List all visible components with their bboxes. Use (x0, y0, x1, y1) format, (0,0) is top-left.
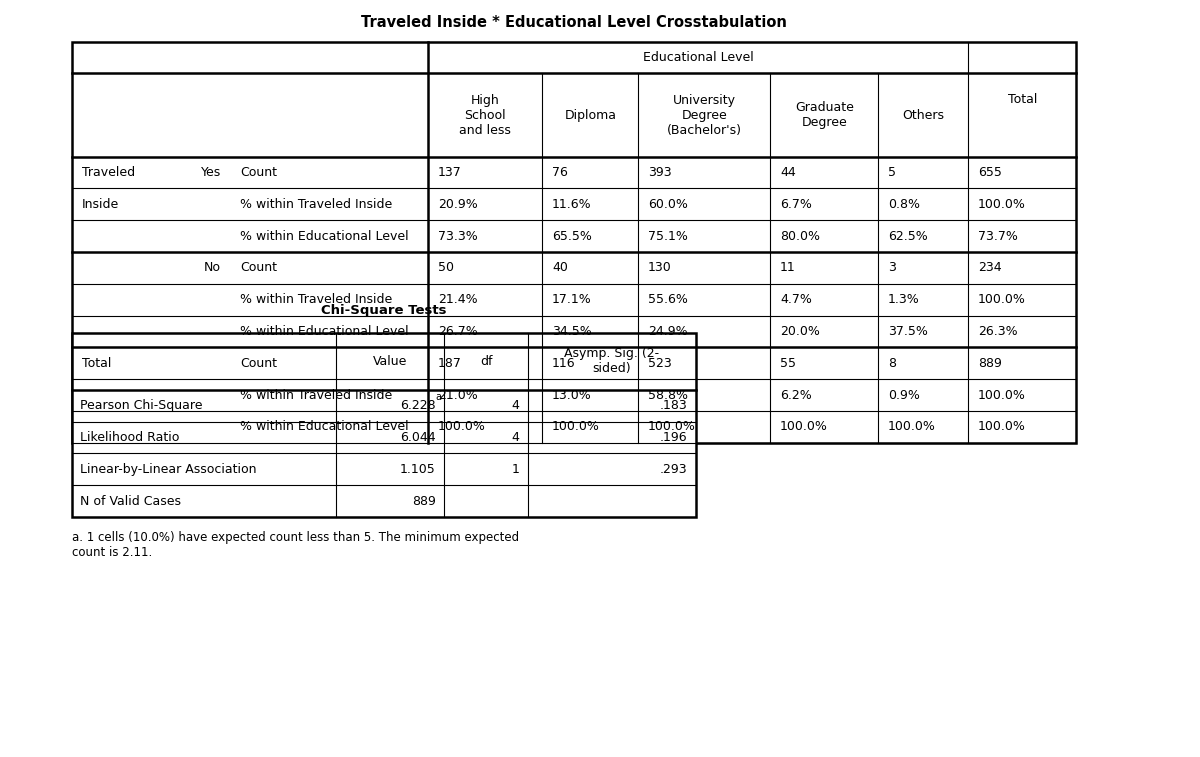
Text: 100.0%: 100.0% (978, 198, 1026, 211)
Text: 8: 8 (888, 357, 896, 370)
Text: 13.0%: 13.0% (552, 388, 592, 402)
Text: 21.4%: 21.4% (438, 293, 478, 307)
Text: 4.7%: 4.7% (780, 293, 812, 307)
Text: Graduate
Degree: Graduate Degree (794, 101, 854, 129)
Text: % within Educational Level: % within Educational Level (240, 325, 409, 338)
Text: a: a (436, 391, 442, 402)
Text: Pearson Chi-Square: Pearson Chi-Square (80, 399, 203, 413)
Text: N of Valid Cases: N of Valid Cases (80, 494, 181, 508)
Bar (72, 333, 696, 517)
Text: 6.228: 6.228 (400, 399, 436, 413)
Text: % within Traveled Inside: % within Traveled Inside (240, 293, 392, 307)
Text: Asymp. Sig. (2-
sided): Asymp. Sig. (2- sided) (564, 347, 660, 375)
Text: 60.0%: 60.0% (648, 198, 688, 211)
Text: 76: 76 (552, 166, 568, 179)
Text: 137: 137 (438, 166, 462, 179)
Text: 100.0%: 100.0% (552, 420, 600, 434)
Text: df: df (480, 355, 492, 368)
Text: 55.6%: 55.6% (648, 293, 688, 307)
Text: 4: 4 (511, 399, 520, 413)
Text: 6.044: 6.044 (400, 431, 436, 444)
Text: Count: Count (240, 166, 277, 179)
Text: a. 1 cells (10.0%) have expected count less than 5. The minimum expected
count i: a. 1 cells (10.0%) have expected count l… (72, 531, 520, 559)
Text: 393: 393 (648, 166, 672, 179)
Text: 1: 1 (511, 463, 520, 476)
Text: 130: 130 (648, 261, 672, 275)
Text: 40: 40 (552, 261, 568, 275)
Text: 889: 889 (412, 494, 436, 508)
Text: 6.7%: 6.7% (780, 198, 812, 211)
Text: Chi-Square Tests: Chi-Square Tests (322, 304, 446, 317)
Text: 523: 523 (648, 357, 672, 370)
Text: No: No (204, 261, 221, 275)
Text: 889: 889 (978, 357, 1002, 370)
Text: 11.6%: 11.6% (552, 198, 592, 211)
Text: 50: 50 (438, 261, 454, 275)
Text: 55: 55 (780, 357, 796, 370)
Text: Value: Value (373, 355, 407, 368)
Text: 1.105: 1.105 (400, 463, 436, 476)
Text: 17.1%: 17.1% (552, 293, 592, 307)
Text: 116: 116 (552, 357, 576, 370)
Text: Diploma: Diploma (564, 108, 617, 122)
Text: 1.3%: 1.3% (888, 293, 919, 307)
Text: 100.0%: 100.0% (978, 420, 1026, 434)
Text: 62.5%: 62.5% (888, 229, 928, 243)
Text: Total: Total (1008, 92, 1037, 106)
Text: 20.0%: 20.0% (780, 325, 820, 338)
Text: 655: 655 (978, 166, 1002, 179)
Text: 0.8%: 0.8% (888, 198, 920, 211)
Text: University
Degree
(Bachelor's): University Degree (Bachelor's) (667, 94, 742, 136)
Text: 0.9%: 0.9% (888, 388, 920, 402)
Text: 100.0%: 100.0% (438, 420, 486, 434)
Text: 5: 5 (888, 166, 896, 179)
Text: High
School
and less: High School and less (460, 94, 511, 136)
Text: 24.9%: 24.9% (648, 325, 688, 338)
Text: Linear-by-Linear Association: Linear-by-Linear Association (80, 463, 257, 476)
Text: Traveled: Traveled (82, 166, 134, 179)
Text: Count: Count (240, 357, 277, 370)
Text: 100.0%: 100.0% (648, 420, 696, 434)
Text: 65.5%: 65.5% (552, 229, 592, 243)
Text: .293: .293 (660, 463, 688, 476)
Text: Traveled Inside * Educational Level Crosstabulation: Traveled Inside * Educational Level Cros… (361, 15, 787, 30)
Text: 73.3%: 73.3% (438, 229, 478, 243)
Text: .196: .196 (660, 431, 688, 444)
Text: Yes: Yes (200, 166, 221, 179)
Text: 26.3%: 26.3% (978, 325, 1018, 338)
Text: Inside: Inside (82, 198, 119, 211)
Text: % within Educational Level: % within Educational Level (240, 229, 409, 243)
Text: 6.2%: 6.2% (780, 388, 811, 402)
Text: 44: 44 (780, 166, 796, 179)
Text: 73.7%: 73.7% (978, 229, 1018, 243)
Text: 187: 187 (438, 357, 462, 370)
Text: 4: 4 (511, 431, 520, 444)
Text: 26.7%: 26.7% (438, 325, 478, 338)
Text: 21.0%: 21.0% (438, 388, 478, 402)
Text: 34.5%: 34.5% (552, 325, 592, 338)
Text: % within Traveled Inside: % within Traveled Inside (240, 388, 392, 402)
Text: 75.1%: 75.1% (648, 229, 688, 243)
Text: 100.0%: 100.0% (978, 293, 1026, 307)
Bar (72, 42, 1076, 443)
Text: 20.9%: 20.9% (438, 198, 478, 211)
Text: 3: 3 (888, 261, 896, 275)
Text: .183: .183 (660, 399, 688, 413)
Text: Others: Others (902, 108, 944, 122)
Text: Likelihood Ratio: Likelihood Ratio (80, 431, 180, 444)
Text: 234: 234 (978, 261, 1002, 275)
Text: Total: Total (82, 357, 110, 370)
Text: Count: Count (240, 261, 277, 275)
Text: 80.0%: 80.0% (780, 229, 820, 243)
Text: % within Educational Level: % within Educational Level (240, 420, 409, 434)
Text: 100.0%: 100.0% (780, 420, 828, 434)
Text: 100.0%: 100.0% (978, 388, 1026, 402)
Text: 37.5%: 37.5% (888, 325, 928, 338)
Text: Educational Level: Educational Level (643, 51, 754, 64)
Text: 100.0%: 100.0% (888, 420, 936, 434)
Text: 58.8%: 58.8% (648, 388, 688, 402)
Text: % within Traveled Inside: % within Traveled Inside (240, 198, 392, 211)
Text: 11: 11 (780, 261, 796, 275)
